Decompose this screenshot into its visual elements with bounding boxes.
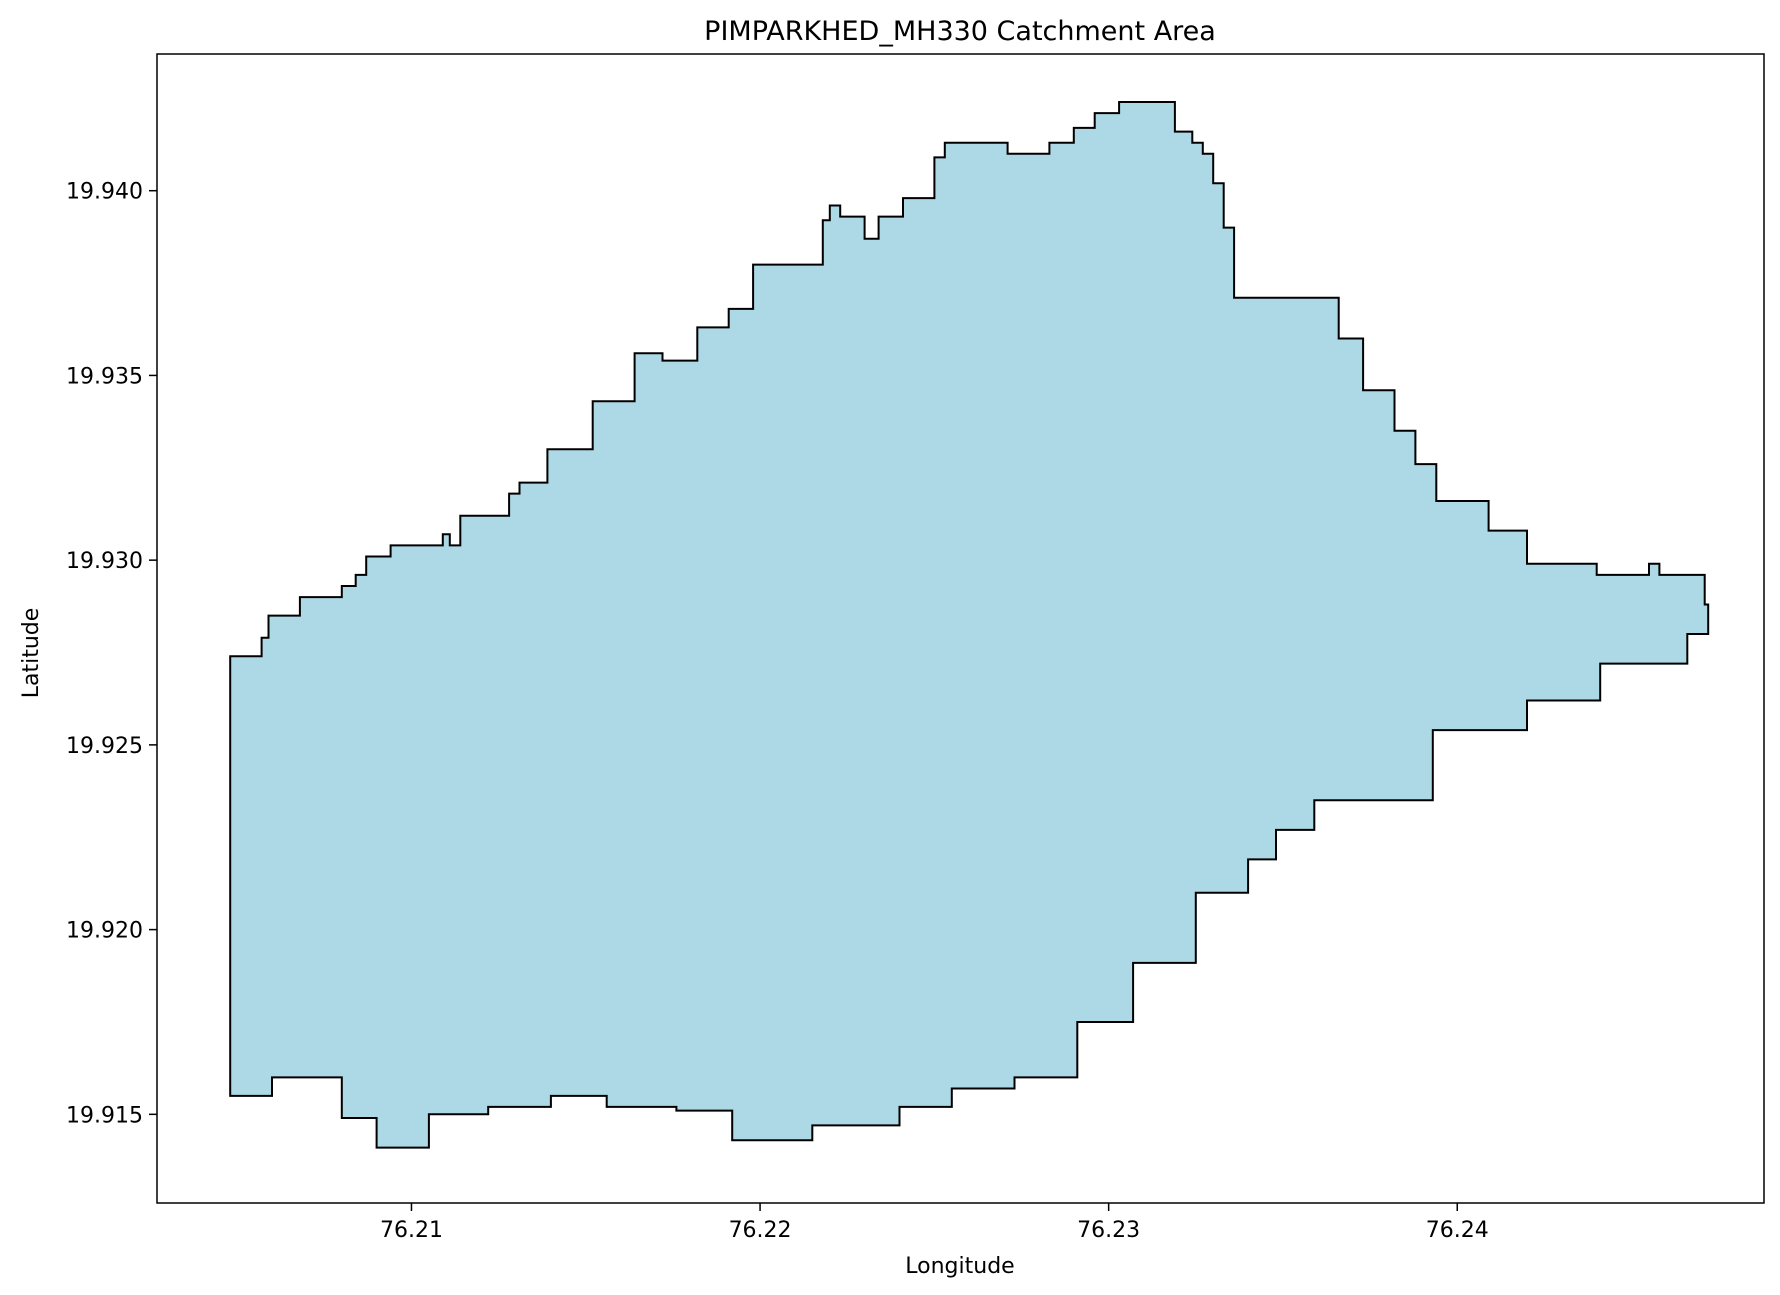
y-tick-label: 19.925 xyxy=(66,734,143,759)
y-axis-label: Latitude xyxy=(19,608,44,699)
axes-frame xyxy=(156,53,1765,1204)
x-tick-label: 76.24 xyxy=(1426,1218,1489,1243)
x-axis-ticks: 76.21 76.22 76.23 76.24 xyxy=(380,1203,1489,1243)
y-tick-label: 19.930 xyxy=(66,549,143,574)
catchment-polygon xyxy=(229,101,1710,1149)
x-tick-label: 76.22 xyxy=(729,1218,792,1243)
y-tick-label: 19.915 xyxy=(66,1103,143,1128)
x-axis-label: Longitude xyxy=(905,1254,1014,1279)
plot-title: PIMPARKHED_MH330 Catchment Area xyxy=(704,16,1216,47)
x-tick-label: 76.23 xyxy=(1077,1218,1140,1243)
y-tick-label: 19.935 xyxy=(66,364,143,389)
x-tick-label: 76.21 xyxy=(380,1218,443,1243)
y-tick-label: 19.920 xyxy=(66,919,143,944)
y-axis-ticks: 19.940 19.935 19.930 19.925 19.920 19.915 xyxy=(66,180,157,1128)
plot-area xyxy=(156,53,1765,1204)
y-tick-label: 19.940 xyxy=(66,180,143,205)
